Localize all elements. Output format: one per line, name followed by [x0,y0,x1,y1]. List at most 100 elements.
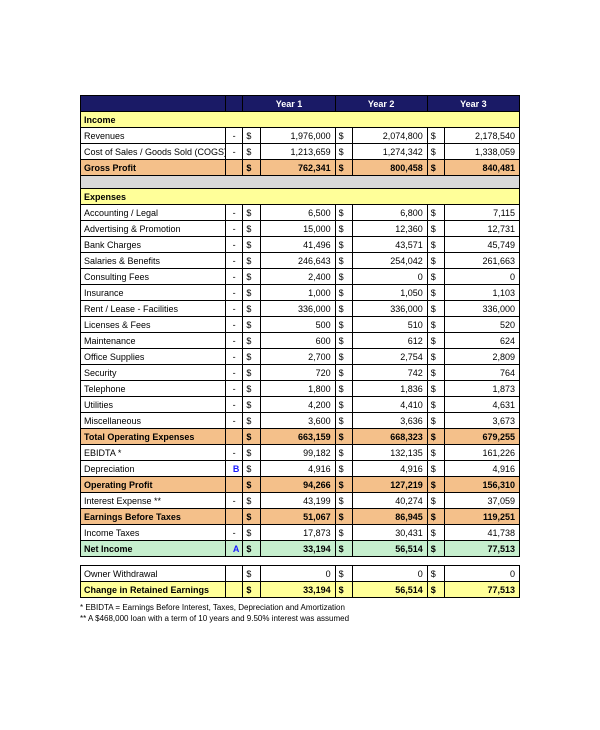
expenses-row-0-dash: - [225,205,243,221]
expenses-row-20-val-2: 30,431 [353,525,428,541]
expenses-row-11-cur-3: $ [427,381,445,397]
income-row-2-cur-2: $ [335,160,353,176]
expenses-row-10-cur-3: $ [427,365,445,381]
expenses-row-7-cur-1: $ [243,317,261,333]
expenses-row-10-val-3: 764 [445,365,520,381]
expenses-row-5-val-1: 1,000 [260,285,335,301]
expenses-row-1-cur-1: $ [243,221,261,237]
expenses-row-15-val-2: 132,135 [353,445,428,461]
bottom-row-0-label: Owner Withdrawal [81,566,226,582]
expenses-row-18-cur-2: $ [335,493,353,509]
expenses-row-14-val-3: 679,255 [445,429,520,445]
expenses-row-11-cur-1: $ [243,381,261,397]
expenses-row-11-val-3: 1,873 [445,381,520,397]
income-row-2-cur-3: $ [427,160,445,176]
expenses-row-7: Licenses & Fees-$500$510$520 [81,317,520,333]
bottom-row-0-val-1: 0 [260,566,335,582]
expenses-row-19-cur-1: $ [243,509,261,525]
expenses-row-14-cur-2: $ [335,429,353,445]
expenses-row-6-dash: - [225,301,243,317]
expenses-row-9-label: Office Supplies [81,349,226,365]
expenses-row-14-val-1: 663,159 [260,429,335,445]
income-row-1-cur-1: $ [243,144,261,160]
bottom-row-1-label: Change in Retained Earnings [81,582,226,598]
expenses-row-13-dash: - [225,413,243,429]
expenses-row-4-cur-3: $ [427,269,445,285]
expenses-row-0-cur-3: $ [427,205,445,221]
expenses-row-5-val-2: 1,050 [353,285,428,301]
expenses-row-11-val-1: 1,800 [260,381,335,397]
expenses-row-16: DepreciationB$4,916$4,916$4,916 [81,461,520,477]
footnote-1: * EBIDTA = Earnings Before Interest, Tax… [80,602,520,613]
expenses-row-10: Security-$720$742$764 [81,365,520,381]
income-row-1-val-2: 1,274,342 [353,144,428,160]
expenses-row-2: Bank Charges-$41,496$43,571$45,749 [81,237,520,253]
expenses-row-4-val-2: 0 [353,269,428,285]
expenses-row-12-dash: - [225,397,243,413]
expenses-row-17: Operating Profit$94,266$127,219$156,310 [81,477,520,493]
expenses-row-15-cur-3: $ [427,445,445,461]
expenses-row-4-cur-2: $ [335,269,353,285]
expenses-row-21-cur-3: $ [427,541,445,557]
grey-cell [81,176,520,189]
income-row-2-val-2: 800,458 [353,160,428,176]
expenses-row-3-cur-2: $ [335,253,353,269]
bottom-row-1-val-3: 77,513 [445,582,520,598]
expenses-row-7-val-1: 500 [260,317,335,333]
expenses-header: Expenses [81,189,520,205]
expenses-row-2-val-2: 43,571 [353,237,428,253]
year-header-3: Year 3 [427,96,519,112]
expenses-row-10-cur-1: $ [243,365,261,381]
expenses-row-6-val-2: 336,000 [353,301,428,317]
expenses-row-20-cur-3: $ [427,525,445,541]
expenses-row-3: Salaries & Benefits-$246,643$254,042$261… [81,253,520,269]
expenses-row-15-cur-2: $ [335,445,353,461]
bottom-row-0-cur-2: $ [335,566,353,582]
expenses-row-12-label: Utilities [81,397,226,413]
expenses-row-9-dash: - [225,349,243,365]
income-statement-table: Year 1Year 2Year 3IncomeRevenues-$1,976,… [80,95,520,598]
expenses-row-21-val-1: 33,194 [260,541,335,557]
expenses-row-5-label: Insurance [81,285,226,301]
expenses-row-6-cur-3: $ [427,301,445,317]
expenses-row-16-val-1: 4,916 [260,461,335,477]
expenses-row-12-val-2: 4,410 [353,397,428,413]
expenses-row-18-cur-3: $ [427,493,445,509]
expenses-row-3-cur-1: $ [243,253,261,269]
expenses-row-21-val-2: 56,514 [353,541,428,557]
bottom-row-1-dash [225,582,243,598]
expenses-row-19: Earnings Before Taxes$51,067$86,945$119,… [81,509,520,525]
expenses-row-1-val-1: 15,000 [260,221,335,237]
expenses-row-0-label: Accounting / Legal [81,205,226,221]
expenses-row-19-val-1: 51,067 [260,509,335,525]
expenses-row-8-cur-3: $ [427,333,445,349]
expenses-row-20-cur-1: $ [243,525,261,541]
expenses-row-2-cur-1: $ [243,237,261,253]
expenses-row-3-val-3: 261,663 [445,253,520,269]
income-row-0-label: Revenues [81,128,226,144]
expenses-row-21: Net IncomeA$33,194$56,514$77,513 [81,541,520,557]
income-header: Income [81,112,520,128]
income-row-0-cur-1: $ [243,128,261,144]
expenses-row-17-cur-1: $ [243,477,261,493]
expenses-row-15-cur-1: $ [243,445,261,461]
expenses-row-8: Maintenance-$600$612$624 [81,333,520,349]
year-header-1: Year 1 [243,96,335,112]
expenses-row-9-cur-1: $ [243,349,261,365]
bottom-row-1-cur-3: $ [427,582,445,598]
income-row-0-cur-2: $ [335,128,353,144]
expenses-row-0-val-3: 7,115 [445,205,520,221]
expenses-row-14-label: Total Operating Expenses [81,429,226,445]
expenses-row-14-val-2: 668,323 [353,429,428,445]
expenses-row-14-cur-1: $ [243,429,261,445]
expenses-row-17-val-2: 127,219 [353,477,428,493]
expenses-row-4-dash: - [225,269,243,285]
expenses-row-1-val-2: 12,360 [353,221,428,237]
expenses-row-5-val-3: 1,103 [445,285,520,301]
expenses-row-6-cur-1: $ [243,301,261,317]
expenses-row-7-cur-3: $ [427,317,445,333]
income-header-label: Income [81,112,520,128]
expenses-row-9-cur-2: $ [335,349,353,365]
income-row-1-label: Cost of Sales / Goods Sold (COGS) [81,144,226,160]
expenses-row-15-val-1: 99,182 [260,445,335,461]
